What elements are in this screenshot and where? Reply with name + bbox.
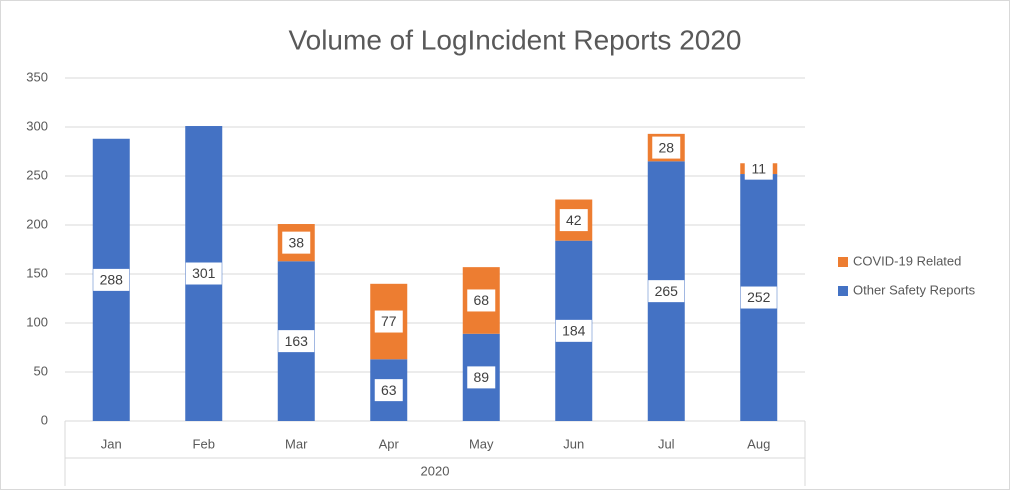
data-label: 288 (100, 272, 124, 288)
x-tick-label: Mar (285, 436, 308, 451)
data-label-box (374, 379, 403, 402)
data-label: 42 (566, 212, 582, 228)
x-tick-label: Jul (658, 436, 675, 451)
legend-label: Other Safety Reports (853, 282, 976, 297)
x-tick-label: Jun (563, 436, 584, 451)
data-label-box (185, 262, 222, 285)
data-label: 301 (192, 265, 216, 281)
data-label-box (282, 231, 311, 254)
data-label: 38 (288, 234, 304, 250)
y-tick-label: 50 (34, 363, 48, 378)
y-tick-label: 300 (26, 118, 48, 133)
legend-label: COVID-19 Related (853, 253, 961, 268)
data-label: 265 (655, 283, 679, 299)
y-tick-label: 150 (26, 265, 48, 280)
data-label: 184 (562, 323, 586, 339)
y-tick-label: 200 (26, 216, 48, 231)
data-label-box (467, 366, 496, 389)
data-label-box (467, 289, 496, 312)
x-group-label: 2020 (421, 463, 450, 478)
x-tick-label: May (469, 436, 494, 451)
x-tick-label: Feb (193, 436, 215, 451)
y-tick-label: 250 (26, 167, 48, 182)
data-label-box (374, 310, 403, 333)
y-tick-label: 100 (26, 314, 48, 329)
data-label: 252 (747, 289, 771, 305)
data-label-box (93, 268, 130, 291)
legend-swatch (838, 257, 848, 267)
x-tick-label: Jan (101, 436, 122, 451)
x-tick-label: Apr (379, 436, 400, 451)
y-tick-label: 350 (26, 69, 48, 84)
data-label: 11 (751, 160, 766, 176)
data-label-box (648, 280, 685, 303)
data-label-box (744, 157, 773, 180)
data-label: 28 (658, 139, 674, 155)
chart-title: Volume of LogIncident Reports 2020 (289, 24, 742, 55)
y-tick-label: 0 (41, 412, 48, 427)
data-label: 77 (381, 313, 397, 329)
x-tick-label: Aug (747, 436, 770, 451)
data-label: 68 (473, 292, 489, 308)
data-label-box (559, 209, 588, 232)
data-label-box (652, 136, 681, 159)
data-label: 63 (381, 382, 397, 398)
data-label: 163 (285, 333, 309, 349)
data-label-box (740, 286, 777, 309)
data-label-box (278, 330, 315, 353)
legend-swatch (838, 286, 848, 296)
data-label: 89 (473, 369, 489, 385)
data-label-box (555, 319, 592, 342)
